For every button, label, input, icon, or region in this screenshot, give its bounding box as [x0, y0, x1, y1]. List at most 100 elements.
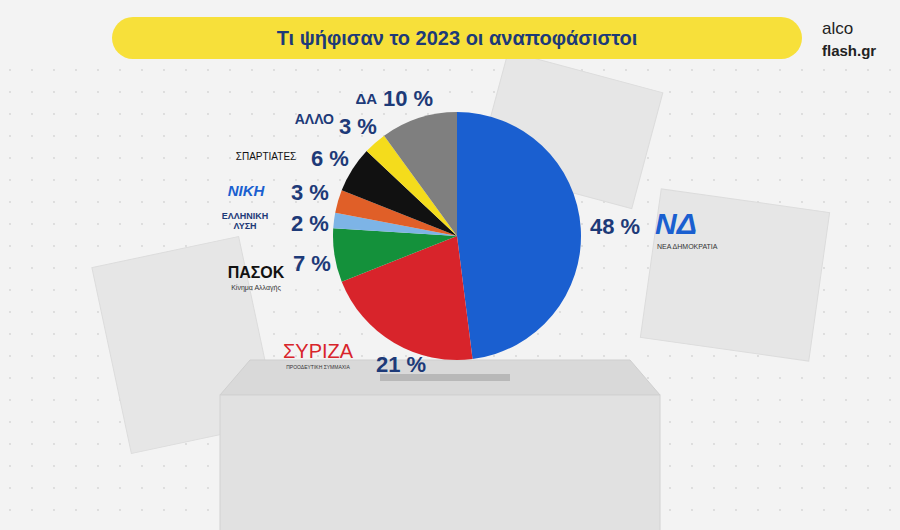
background-dot — [317, 135, 319, 137]
background-dot — [801, 135, 803, 137]
background-dot — [647, 377, 649, 379]
background-dot — [889, 443, 891, 445]
background-dot — [713, 135, 715, 137]
background-dot — [317, 289, 319, 291]
source-text: flash.gr — [822, 42, 876, 59]
background-dot — [779, 377, 781, 379]
background-dot — [75, 91, 77, 93]
data-label: 2 % — [291, 211, 329, 236]
data-label: 3 % — [291, 180, 329, 205]
background-dot — [845, 69, 847, 71]
background-dot — [823, 465, 825, 467]
background-dot — [845, 91, 847, 93]
background-dot — [581, 223, 583, 225]
background-dot — [713, 91, 715, 93]
background-dot — [603, 267, 605, 269]
background-dot — [691, 377, 693, 379]
background-dot — [229, 91, 231, 93]
background-dot — [889, 113, 891, 115]
background-dot — [163, 509, 165, 511]
background-dot — [97, 135, 99, 137]
background-dot — [207, 69, 209, 71]
background-dot — [75, 201, 77, 203]
background-dot — [185, 135, 187, 137]
background-dot — [229, 179, 231, 181]
labels: ΝΔΝΕΑ ΔΗΜΟΚΡΑΤΙΑ48 %ΣΥΡΙΖΑΠΡΟΟΔΕΥΤΙΚΗ ΣΥ… — [222, 86, 718, 377]
background-dot — [867, 311, 869, 313]
category-label: ΠΑΣΟΚ — [228, 264, 285, 281]
background-dot — [845, 355, 847, 357]
background-dot — [317, 69, 319, 71]
background-dot — [185, 201, 187, 203]
background-dot — [779, 465, 781, 467]
background-dot — [273, 311, 275, 313]
background-dot — [31, 135, 33, 137]
background-dot — [823, 399, 825, 401]
background-dot — [97, 223, 99, 225]
background-dot — [867, 333, 869, 335]
background-dot — [9, 465, 11, 467]
background-dot — [735, 399, 737, 401]
source-text: alco — [822, 19, 853, 38]
background-dot — [273, 355, 275, 357]
background-dot — [515, 355, 517, 357]
background-dot — [581, 289, 583, 291]
background-dot — [779, 421, 781, 423]
background-dot — [845, 289, 847, 291]
background-dot — [75, 69, 77, 71]
background-dot — [185, 487, 187, 489]
background-dot — [581, 333, 583, 335]
background-dot — [229, 223, 231, 225]
data-label: 7 % — [293, 251, 331, 276]
data-label: 6 % — [311, 146, 349, 171]
background-dot — [823, 69, 825, 71]
background-dot — [9, 399, 11, 401]
background-dot — [735, 421, 737, 423]
background-dot — [75, 311, 77, 313]
pie-slice — [457, 112, 581, 359]
background-dot — [845, 135, 847, 137]
background-dot — [185, 465, 187, 467]
background-dot — [53, 69, 55, 71]
background-dot — [889, 465, 891, 467]
background-dot — [603, 311, 605, 313]
background-dot — [163, 157, 165, 159]
background-dot — [625, 289, 627, 291]
background-dot — [119, 421, 121, 423]
background-dot — [779, 157, 781, 159]
background-dot — [75, 333, 77, 335]
background-dot — [53, 311, 55, 313]
background-dot — [757, 135, 759, 137]
background-dot — [339, 69, 341, 71]
background-dot — [75, 487, 77, 489]
background-dot — [757, 113, 759, 115]
background-dot — [207, 223, 209, 225]
background-dot — [779, 69, 781, 71]
pie-slice — [384, 112, 457, 236]
background-dot — [801, 399, 803, 401]
background-dot — [603, 333, 605, 335]
background-dot — [735, 157, 737, 159]
background-dot — [9, 267, 11, 269]
background-dot — [185, 157, 187, 159]
background-dot — [647, 179, 649, 181]
category-label: ΝΔ — [655, 207, 697, 240]
background-dot — [823, 289, 825, 291]
background-dot — [845, 223, 847, 225]
category-label: ΣΥΡΙΖΑ — [283, 340, 354, 362]
background-dot — [75, 113, 77, 115]
background-dot — [97, 157, 99, 159]
background-dot — [867, 509, 869, 511]
background-dot — [757, 443, 759, 445]
background-dot — [867, 267, 869, 269]
background-dot — [801, 421, 803, 423]
background-dot — [669, 69, 671, 71]
background-dot — [779, 443, 781, 445]
background-dot — [97, 465, 99, 467]
background-dot — [361, 69, 363, 71]
background-dot — [845, 509, 847, 511]
chart-title: Τι ψήφισαν το 2023 οι αναποφάσιστοι — [277, 27, 638, 49]
background-dot — [75, 355, 77, 357]
background-dot — [31, 377, 33, 379]
background-dot — [537, 333, 539, 335]
